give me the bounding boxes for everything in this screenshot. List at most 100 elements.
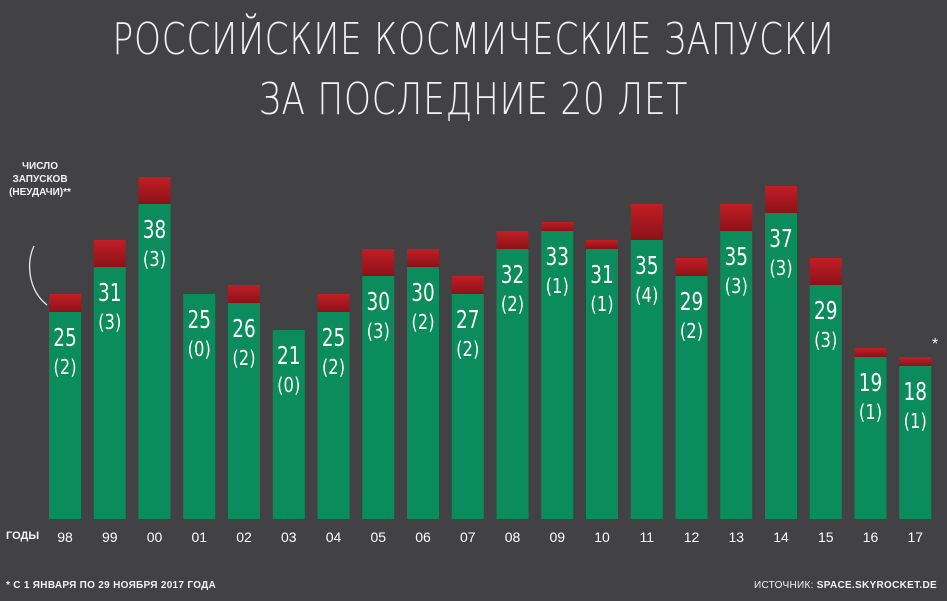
x-tick-05: 05 [370,529,386,545]
bar-failures-11 [630,204,663,240]
bar-failures-15 [809,258,842,285]
data-label-launches-17: 18 [904,378,927,406]
data-label-launches-00: 38 [143,216,166,244]
x-tick-14: 14 [773,529,789,545]
bar-failures-05 [362,249,395,276]
x-tick-99: 99 [102,529,118,545]
data-label-launches-10: 31 [590,261,613,289]
data-label-failures-11: (4) [635,285,658,308]
data-label-failures-02: (2) [232,348,255,371]
x-axis-label: ГОДЫ [6,530,40,542]
bar-failures-04 [317,294,350,312]
data-label-launches-08: 32 [501,261,524,289]
data-label-failures-14: (3) [769,258,792,281]
x-tick-08: 08 [505,529,521,545]
bar-failures-07 [451,276,484,294]
data-label-launches-07: 27 [456,306,479,334]
x-tick-11: 11 [639,529,654,545]
bar-success-15 [809,285,842,519]
chart-title-line-1: РОССИЙСКИЕ КОСМИЧЕСКИЕ ЗАПУСКИ [112,14,835,65]
data-label-failures-16: (1) [859,402,882,425]
bar-success-14 [765,213,797,519]
x-tick-12: 12 [684,529,700,545]
partial-year-asterisk: * [932,336,939,353]
bar-failures-06 [407,249,439,267]
bar-success-17 [899,366,932,519]
bar-failures-02 [228,285,260,303]
data-label-launches-14: 37 [769,225,792,253]
bar-success-12 [675,276,708,519]
bar-success-99 [93,267,126,519]
data-label-failures-03: (0) [277,375,300,398]
data-label-launches-99: 31 [98,279,121,307]
data-label-launches-06: 30 [411,279,434,307]
data-label-launches-05: 30 [367,288,390,316]
data-label-failures-00: (3) [143,249,166,272]
x-tick-01: 01 [191,529,207,545]
data-label-failures-04: (2) [322,357,345,380]
data-label-failures-01: (0) [188,339,211,362]
data-label-launches-11: 35 [635,252,658,280]
x-tick-16: 16 [863,529,879,545]
data-label-failures-07: (2) [456,339,479,362]
bar-failures-10 [586,240,618,249]
x-tick-09: 09 [549,529,565,545]
bar-failures-12 [675,258,708,276]
data-label-launches-13: 35 [725,243,748,271]
footnote: * С 1 ЯНВАРЯ ПО 29 НОЯБРЯ 2017 ГОДА [6,580,217,591]
data-label-launches-15: 29 [814,297,837,325]
data-label-failures-05: (3) [367,321,390,344]
source-credit: ИСТОЧНИК: SPACE.SKYROCKET.DE [754,580,937,591]
data-label-failures-12: (2) [680,321,703,344]
x-tick-02: 02 [236,529,252,545]
data-label-failures-08: (2) [501,294,524,317]
data-label-launches-04: 25 [322,324,345,352]
bar-success-16 [854,357,887,519]
bar-failures-17 [899,357,932,366]
bar-success-06 [407,267,439,519]
data-label-failures-13: (3) [725,276,748,299]
bar-success-13 [720,231,753,519]
chart-title-line-2: ЗА ПОСЛЕДНИЕ 20 ЛЕТ [258,74,689,125]
bar-failures-99 [93,240,126,267]
bar-success-03 [272,330,305,519]
source-label: ИСТОЧНИК: [753,580,814,591]
bar-success-11 [630,240,663,519]
bar-failures-98 [49,294,81,312]
data-label-failures-15: (3) [814,330,837,353]
bar-failures-16 [854,348,887,357]
bar-success-00 [138,204,171,519]
bar-success-08 [496,249,529,519]
bar-failures-13 [720,204,753,231]
bar-success-04 [317,312,350,519]
data-label-launches-03: 21 [277,342,300,370]
data-label-launches-02: 26 [232,315,255,343]
data-label-launches-98: 25 [53,324,76,352]
data-label-failures-10: (1) [590,294,613,317]
data-label-launches-16: 19 [859,369,882,397]
bar-success-05 [362,276,395,519]
x-tick-04: 04 [326,529,342,545]
bar-failures-09 [541,222,574,231]
source-value: SPACE.SKYROCKET.DE [816,580,937,591]
bar-success-07 [451,294,484,519]
x-tick-98: 98 [57,529,73,545]
x-tick-13: 13 [728,529,744,545]
x-tick-10: 10 [594,529,610,545]
bar-success-98 [49,312,81,519]
data-label-failures-98: (2) [53,357,76,380]
bar-failures-00 [138,177,171,204]
legend-pointer-line [28,245,48,306]
bar-success-09 [541,231,574,519]
data-label-failures-09: (1) [546,276,569,299]
legend-note: ЧИСЛО ЗАПУСКОВ (НЕУДАЧИ)** [9,161,71,198]
bar-success-02 [228,303,260,519]
x-tick-17: 17 [907,529,923,545]
x-tick-00: 00 [147,529,163,545]
data-label-failures-17: (1) [904,411,927,434]
bar-failures-08 [496,231,529,249]
data-label-launches-09: 33 [546,243,569,271]
data-label-failures-99: (3) [98,312,121,335]
data-label-failures-06: (2) [411,312,434,335]
